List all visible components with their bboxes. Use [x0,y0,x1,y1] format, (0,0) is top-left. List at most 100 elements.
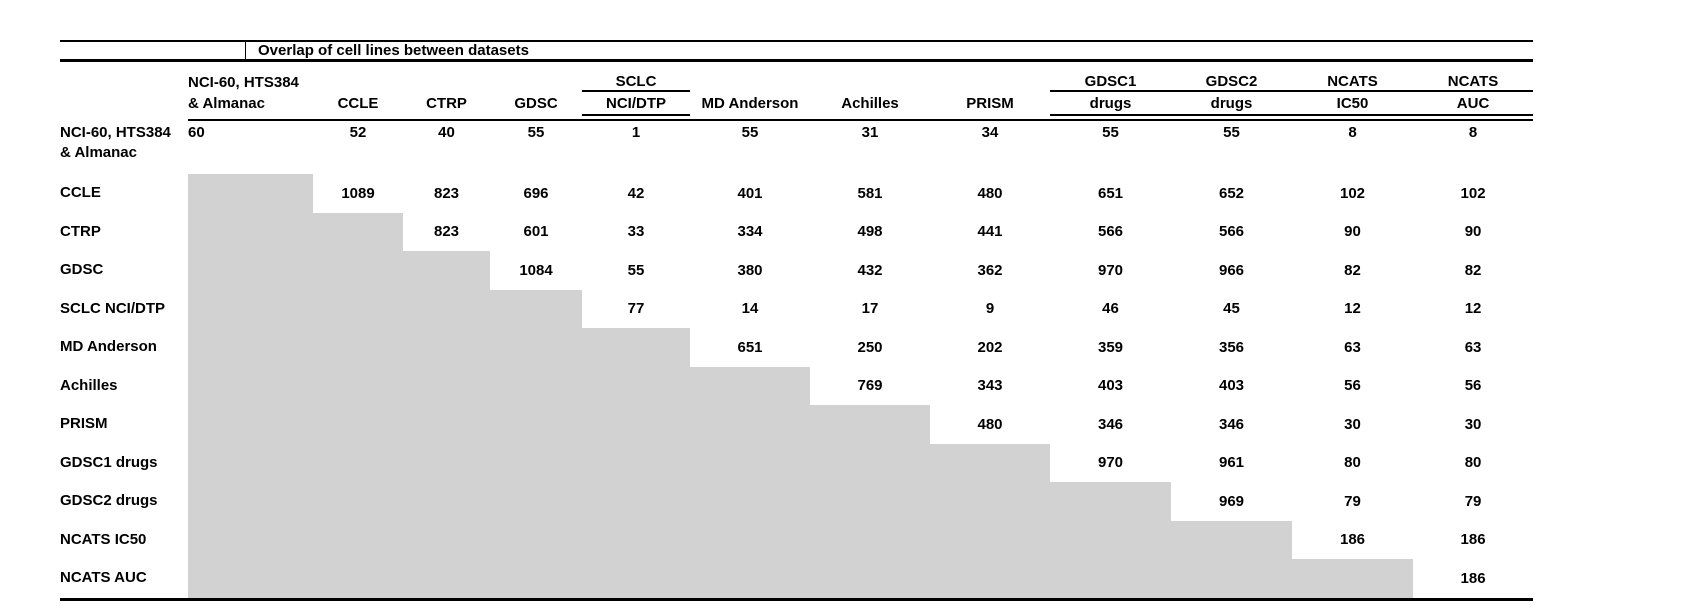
value-cell: 1089 [341,184,375,202]
row-label: MD Anderson [60,338,157,356]
row-label: NCATS IC50 [60,530,147,548]
shaded-cell [490,559,582,601]
value-cell: 17 [861,300,879,318]
col-header: drugs [1050,91,1171,116]
col-header: CCLE [337,94,379,112]
shaded-cell [810,520,930,559]
shaded-cell [403,328,490,367]
shaded-cell [490,289,582,328]
value-cell: 250 [857,338,883,356]
value-cell: 970 [1097,454,1124,472]
value-cell: 359 [1097,338,1124,356]
shaded-cell [582,405,690,444]
table-row: CTRP 823 601 33 334 498 441 566 566 90 90 [60,212,1533,251]
shaded-cell [582,366,690,405]
shaded-cell [403,366,490,405]
value-cell: 566 [1218,223,1245,241]
value-cell: 480 [977,415,1003,433]
value-cell: 82 [1344,261,1361,279]
value-cell: 56 [1344,377,1361,395]
value-cell: 79 [1344,492,1361,510]
shaded-cell [1050,559,1171,601]
shaded-cell [582,328,690,367]
shaded-cell [810,482,930,521]
col-header-line1 [930,61,1050,92]
value-cell: 55 [741,124,759,141]
shaded-cell [930,520,1050,559]
col-header: drugs [1171,91,1292,116]
row-label: GDSC [60,261,104,279]
col-header: MD Anderson [701,94,799,112]
value-cell: 63 [1344,338,1361,356]
shaded-cell [690,405,810,444]
value-cell: 651 [1097,184,1124,202]
shaded-cell [810,443,930,482]
table-head: Overlap of cell lines between datasets N… [60,40,1534,121]
value-cell: 90 [1344,223,1361,241]
col-header: CTRP [426,94,467,112]
value-cell: 79 [1464,492,1482,510]
shaded-cell [582,443,690,482]
shaded-cell [313,482,403,521]
value-cell: 56 [1464,377,1482,395]
shaded-cell [1050,520,1171,559]
value-cell: 55 [1223,124,1240,141]
value-cell: 601 [523,223,549,241]
value-cell: 45 [1223,300,1240,318]
value-cell: 346 [1097,415,1124,433]
corner-cell-2 [60,91,188,115]
col-group-header: NCATS [1292,60,1413,92]
shaded-cell [188,443,313,482]
shaded-cell [403,405,490,444]
value-cell: 401 [737,184,763,202]
shaded-cell [582,559,690,601]
value-cell: 55 [1102,124,1119,141]
value-cell: 40 [438,124,455,141]
shaded-cell [313,289,403,328]
shaded-cell [810,405,930,444]
value-cell: 60 [188,124,205,141]
value-cell: 1 [631,124,641,141]
shaded-cell [690,559,810,601]
shaded-cell [313,405,403,444]
header-rule [188,115,1534,121]
value-cell: 356 [1218,338,1245,356]
shaded-cell [188,251,313,290]
header-row-labels: & Almanac CCLE CTRP GDSC NCI/DTP MD Anderson A… [60,91,1534,116]
value-cell: 186 [1339,531,1366,549]
table-row: GDSC2 drugs 969 79 79 [60,482,1533,521]
row-label: Achilles [60,376,118,394]
shaded-cell [188,559,313,601]
value-cell: 30 [1344,415,1361,433]
row-label: SCLC NCI/DTP [60,299,165,317]
value-cell: 14 [741,300,759,318]
value-cell: 581 [857,184,883,202]
value-cell: 9 [985,300,995,318]
table-row: MD Anderson 651 250 202 359 356 63 63 [60,328,1533,367]
shaded-cell [313,366,403,405]
shaded-cell [930,559,1050,601]
value-cell: 186 [1413,559,1534,601]
shaded-cell [690,482,810,521]
shaded-cell [313,443,403,482]
shaded-cell [1171,520,1292,559]
shaded-cell [930,443,1050,482]
value-cell: 769 [857,377,883,395]
shaded-cell [403,482,490,521]
value-cell: 80 [1464,454,1482,472]
shaded-cell [188,328,313,367]
shaded-cell [188,212,313,251]
value-cell: 42 [627,184,645,202]
table-row: NCATS IC50 186 186 [60,520,1533,559]
shaded-cell [188,289,313,328]
value-cell: 334 [737,223,763,241]
col-header-line1 [490,61,582,92]
col-header-line1 [313,61,403,92]
shaded-cell [313,328,403,367]
value-cell: 1084 [519,261,553,279]
shaded-cell [313,559,403,601]
row-label: GDSC2 drugs [60,492,158,510]
value-cell: 12 [1344,300,1361,318]
col-header: NCI/DTP [582,91,690,116]
overlap-table: Overlap of cell lines between datasets N… [60,40,1534,601]
